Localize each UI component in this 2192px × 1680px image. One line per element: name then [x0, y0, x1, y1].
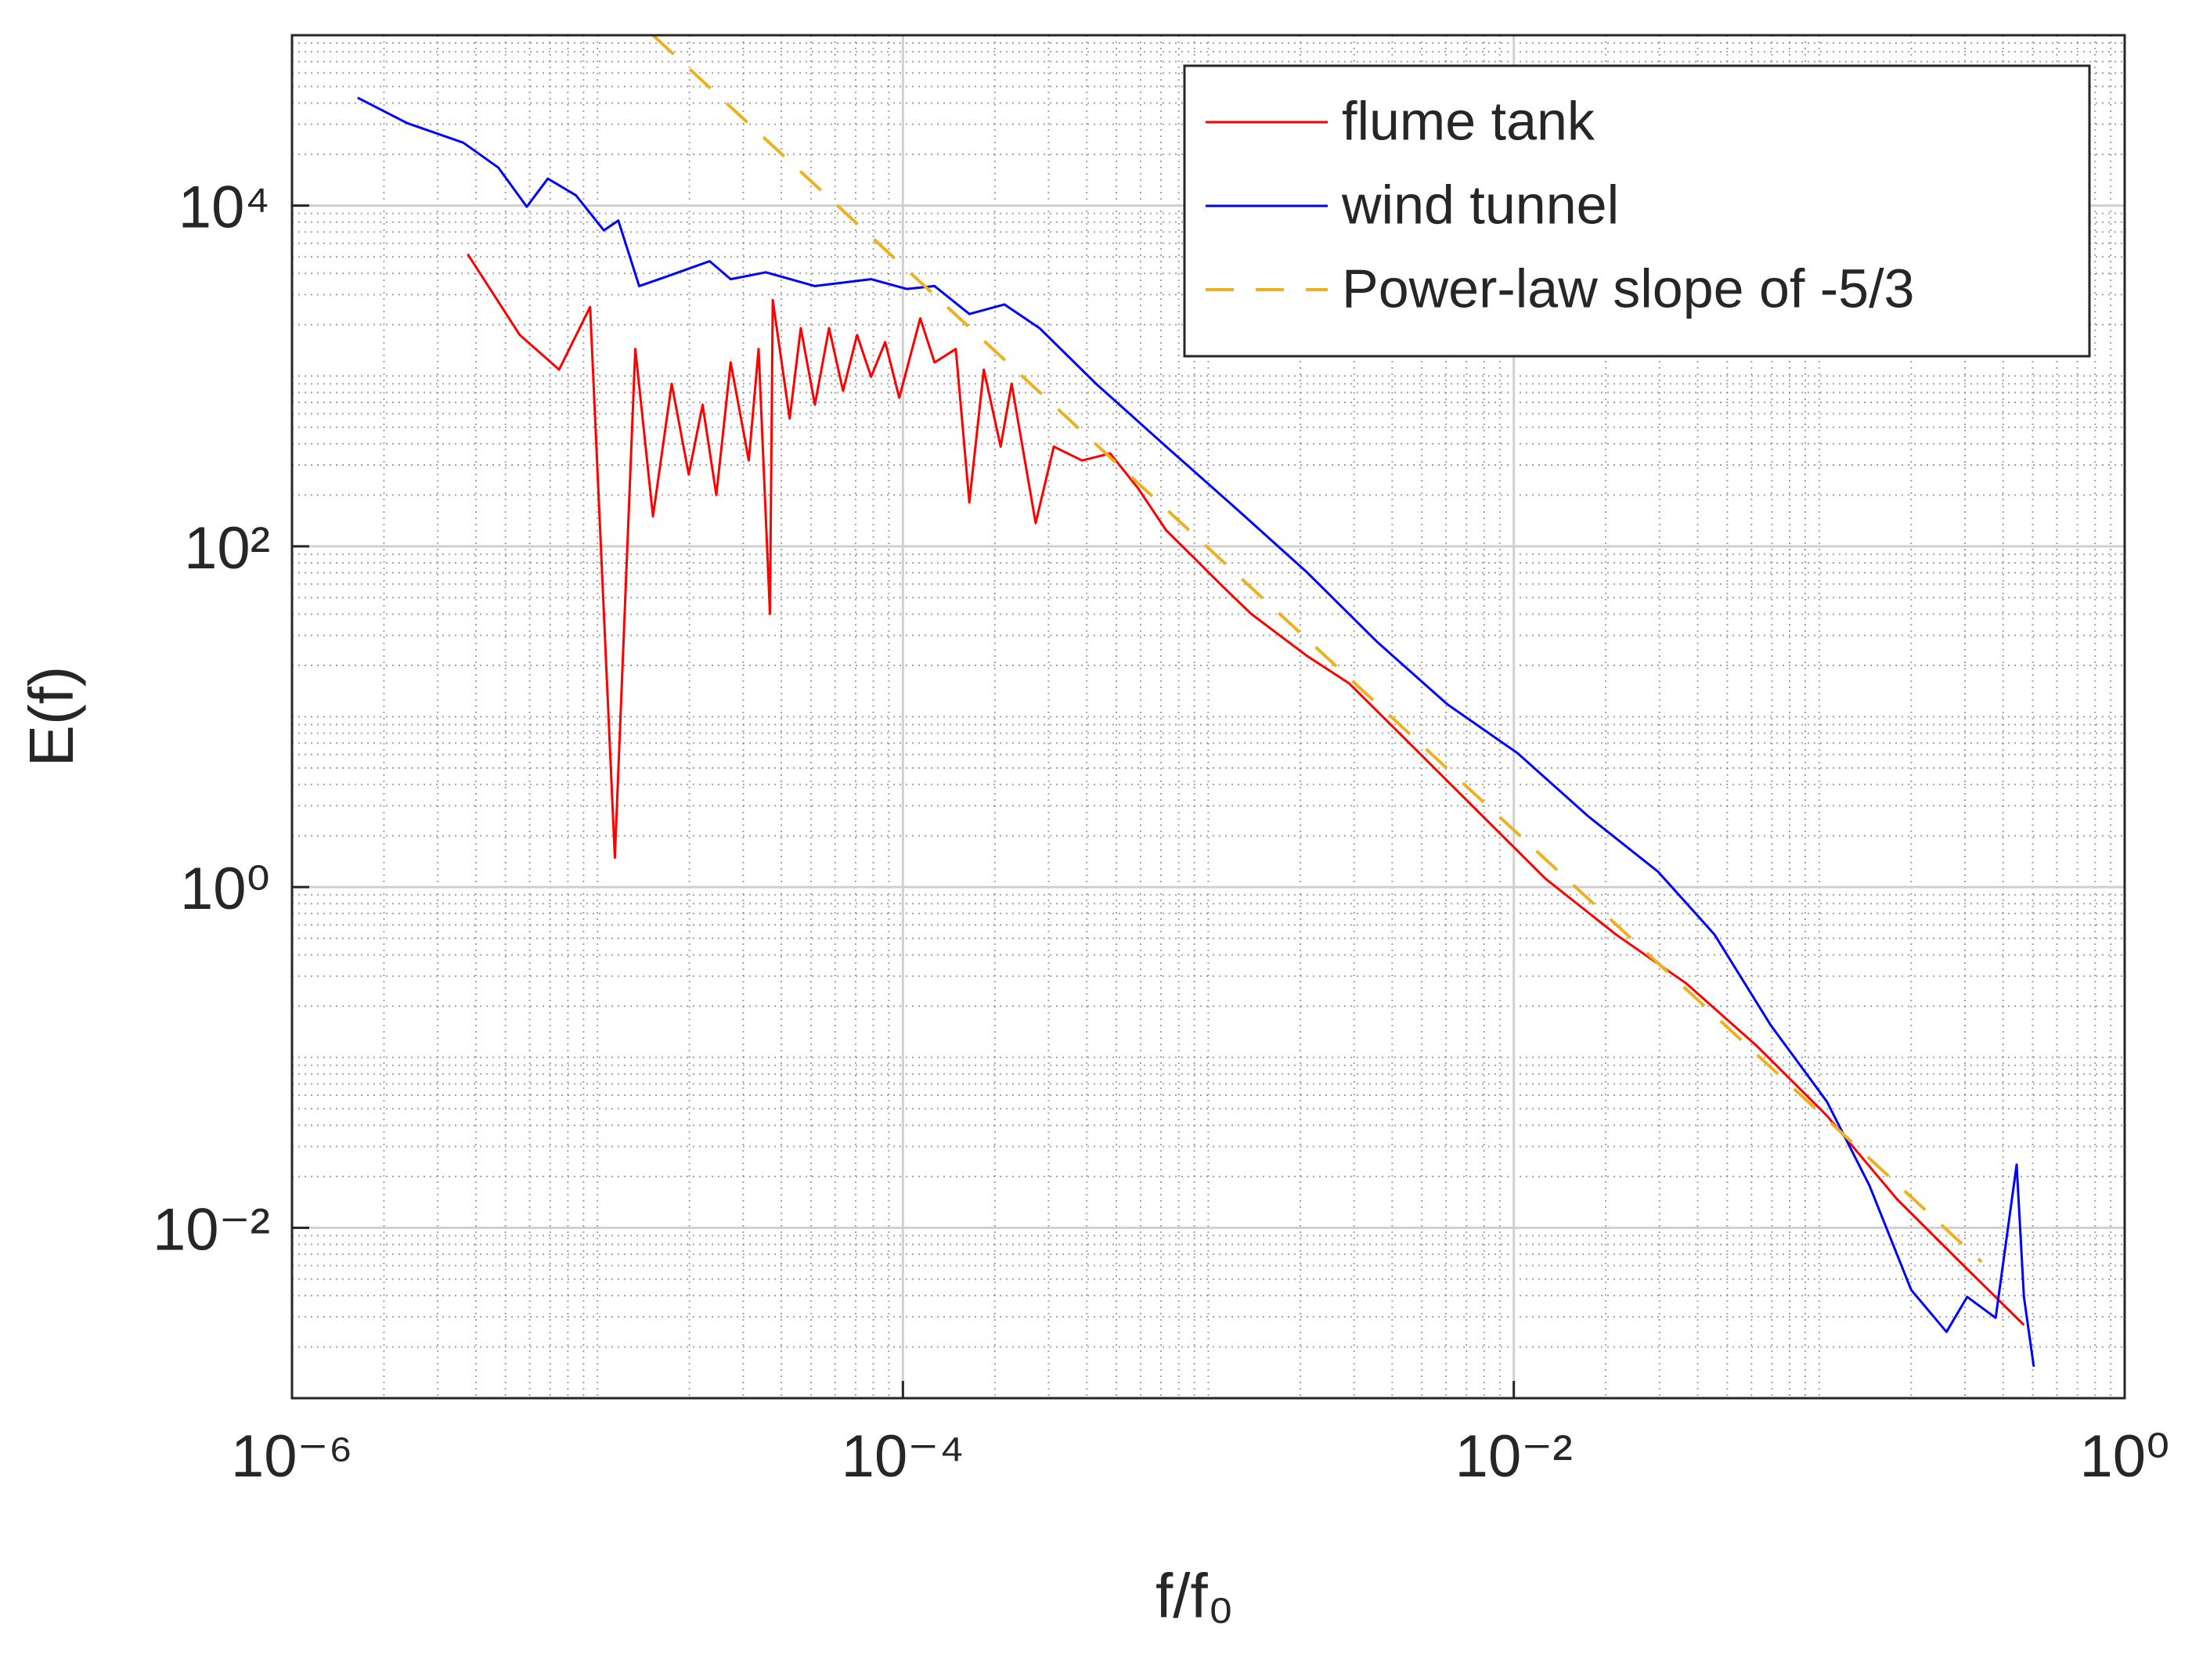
series-line — [467, 253, 2025, 1326]
series-line — [357, 96, 2035, 1368]
x-tick-label: 10⁰ — [2079, 1423, 2169, 1490]
legend-box — [1183, 64, 2091, 358]
axes-box — [290, 34, 2126, 1400]
ticks: 10⁻⁶ 10⁻⁴ 10⁻² 10⁰ 10⁻² 10⁰ 10² 10⁴ — [153, 175, 2169, 1490]
lines — [357, 35, 2035, 1368]
legend-label: wind tunnel — [1341, 174, 1619, 235]
series-line — [651, 35, 1983, 1264]
y-tick-label: 10² — [184, 515, 270, 582]
legend: flume tank wind tunnel Power-law slope of … — [1183, 64, 2091, 358]
x-tick-label: 10⁻⁴ — [842, 1423, 964, 1490]
y-tick-label: 10⁴ — [178, 175, 270, 241]
legend-label: flume tank — [1342, 90, 1595, 151]
y-tick-label: 10⁰ — [180, 856, 270, 922]
legend-label: Power-law slope of -5/3 — [1342, 258, 1914, 319]
x-tick-label: 10⁻² — [1455, 1423, 1573, 1490]
y-tick-label: 10⁻² — [153, 1196, 270, 1263]
y-axis-label: E(f) — [16, 666, 86, 767]
x-tick-label: 10⁻⁶ — [231, 1423, 353, 1490]
x-axis-label: f/f₀ — [1155, 1561, 1234, 1631]
